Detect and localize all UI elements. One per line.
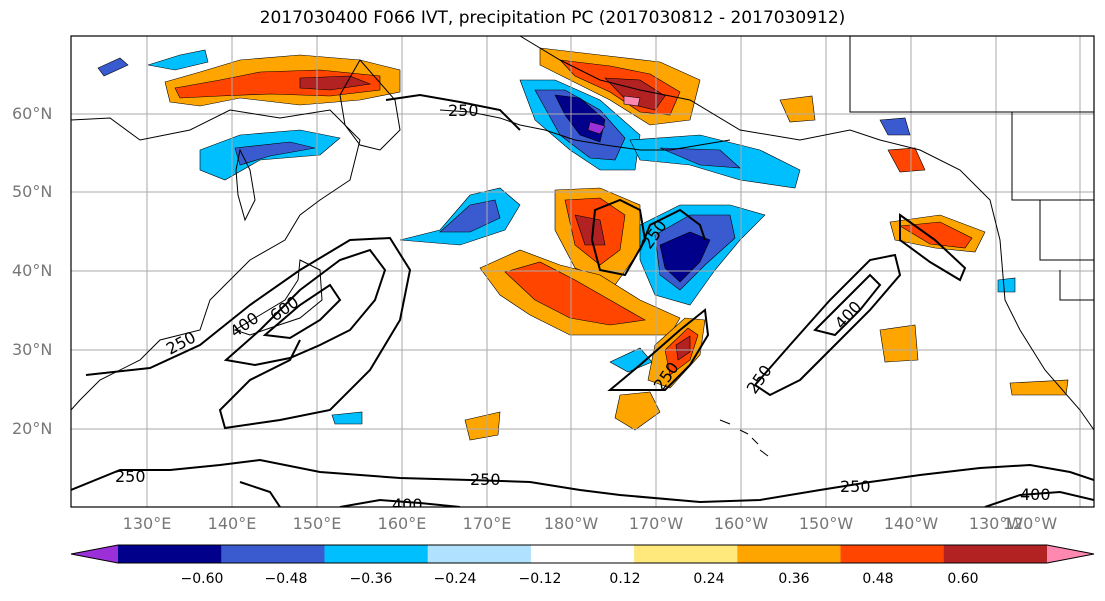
lon-label: 170°E bbox=[462, 514, 512, 533]
lat-label: 30°N bbox=[12, 340, 53, 359]
precip-fill-positive bbox=[887, 147, 926, 173]
ivt-contour-250 bbox=[753, 253, 902, 397]
hawaii-islands bbox=[719, 419, 769, 457]
precip-fill-positive bbox=[675, 335, 691, 361]
colorbar-extend-min bbox=[71, 545, 118, 563]
ivt-contour-250 bbox=[590, 198, 647, 277]
lat-label: 60°N bbox=[12, 104, 53, 123]
ivt-contour-250 bbox=[85, 236, 412, 430]
precip-fill-positive bbox=[464, 411, 501, 441]
colorbar-swatch bbox=[427, 545, 532, 563]
precip-fill-positive bbox=[574, 214, 606, 246]
contour-label: 250 bbox=[448, 101, 479, 120]
ivt-contour-400 bbox=[813, 273, 882, 337]
lon-label: 130°W bbox=[968, 514, 1024, 533]
map-title: 2017030400 F066 IVT, precipitation PC (2… bbox=[259, 8, 846, 28]
precip-fill-negative bbox=[587, 121, 606, 135]
lon-label: 180°W bbox=[543, 514, 599, 533]
colorbar-swatch bbox=[118, 545, 222, 563]
ivt-contour-250 bbox=[385, 93, 521, 131]
colorbar-tick-label: 0.60 bbox=[947, 571, 979, 587]
ivt-contour-400 bbox=[239, 481, 1094, 507]
map-frame bbox=[70, 35, 1095, 508]
colorbar-tick-label: −0.12 bbox=[518, 571, 562, 587]
precip-fill-negative bbox=[659, 147, 741, 169]
colorbar-tick-label: −0.48 bbox=[264, 571, 308, 587]
contour-label: 250 bbox=[115, 467, 146, 486]
contour-label: 400 bbox=[1020, 485, 1051, 504]
colorbar bbox=[70, 544, 1095, 564]
colorbar-swatch bbox=[634, 545, 738, 563]
contour-label: 250 bbox=[470, 470, 501, 489]
contour-labels: 250 250 250 400 600 250 250 250 400 250 … bbox=[115, 101, 1051, 514]
precip-fill-negative bbox=[234, 141, 316, 166]
colorbar-extend-max bbox=[1047, 545, 1094, 563]
lon-label: 140°W bbox=[883, 514, 939, 533]
precip-fill-negative bbox=[609, 347, 653, 373]
precip-fill-negative bbox=[147, 49, 209, 71]
alaska-coastline bbox=[519, 36, 1094, 431]
colorbar-swatch bbox=[324, 545, 429, 563]
contour-label: 250 bbox=[840, 477, 871, 496]
kamchatka-coastline bbox=[339, 59, 401, 151]
precip-fill-negative bbox=[97, 57, 129, 77]
ivt-contour-250 bbox=[639, 208, 706, 251]
colorbar-tick-label: 0.48 bbox=[862, 571, 894, 587]
colorbar-tick-label: −0.60 bbox=[180, 571, 224, 587]
colorbar-tick-label: −0.24 bbox=[433, 571, 477, 587]
border-lines bbox=[849, 36, 1094, 301]
precip-fill-positive bbox=[614, 391, 661, 431]
colorbar-swatch bbox=[530, 545, 635, 563]
precip-fill-positive bbox=[779, 95, 816, 123]
colorbar-swatch bbox=[221, 545, 325, 563]
precip-fill-negative bbox=[331, 411, 363, 425]
precip-fill-positive bbox=[879, 324, 919, 363]
precip-fill-negative bbox=[439, 199, 501, 233]
precip-fill-negative bbox=[879, 117, 911, 136]
lat-label: 50°N bbox=[12, 182, 53, 201]
colorbar-tick-label: 0.24 bbox=[693, 571, 725, 587]
colorbar-tick-label: −0.36 bbox=[349, 571, 393, 587]
coastlines bbox=[71, 36, 1094, 457]
lon-label: 170°W bbox=[628, 514, 684, 533]
precip-fill-positive bbox=[504, 261, 646, 326]
asia-coastline bbox=[71, 109, 361, 411]
sakhalin-coastline bbox=[235, 148, 256, 222]
ivt-contour-600 bbox=[262, 283, 342, 340]
lon-label: 160°W bbox=[713, 514, 769, 533]
ivt-contour-250 bbox=[71, 458, 1094, 504]
lat-label: 20°N bbox=[12, 419, 53, 438]
ivt-contours bbox=[71, 93, 1094, 507]
lon-label: 150°W bbox=[798, 514, 854, 533]
lon-label: 140°E bbox=[207, 514, 257, 533]
ivt-contour-400 bbox=[223, 248, 387, 367]
colorbar-swatch bbox=[840, 545, 945, 563]
precip-fill-negative bbox=[659, 231, 711, 283]
colorbar-tick-label: 0.12 bbox=[609, 571, 641, 587]
lon-label: 150°E bbox=[292, 514, 342, 533]
ivt-contour-250 bbox=[899, 213, 967, 282]
ivt-contour-250 bbox=[607, 308, 710, 391]
precip-fill-positive bbox=[1009, 379, 1069, 396]
lon-label: 120°W bbox=[1002, 514, 1058, 533]
lon-label: 130°E bbox=[122, 514, 172, 533]
colorbar-swatch bbox=[943, 545, 1048, 563]
lat-lon-grid bbox=[71, 36, 1094, 507]
colorbar-outline bbox=[70, 544, 1095, 564]
lon-label: 160°E bbox=[377, 514, 427, 533]
precip-fill-negative bbox=[997, 277, 1016, 293]
contour-label: 400 bbox=[392, 495, 423, 514]
colorbar-swatch bbox=[737, 545, 842, 563]
precip-pc-fills bbox=[97, 47, 1069, 441]
colorbar-tick-label: 0.36 bbox=[778, 571, 810, 587]
precip-fill-positive bbox=[623, 95, 641, 107]
lat-label: 40°N bbox=[12, 261, 53, 280]
aleutian-chain bbox=[439, 109, 731, 151]
